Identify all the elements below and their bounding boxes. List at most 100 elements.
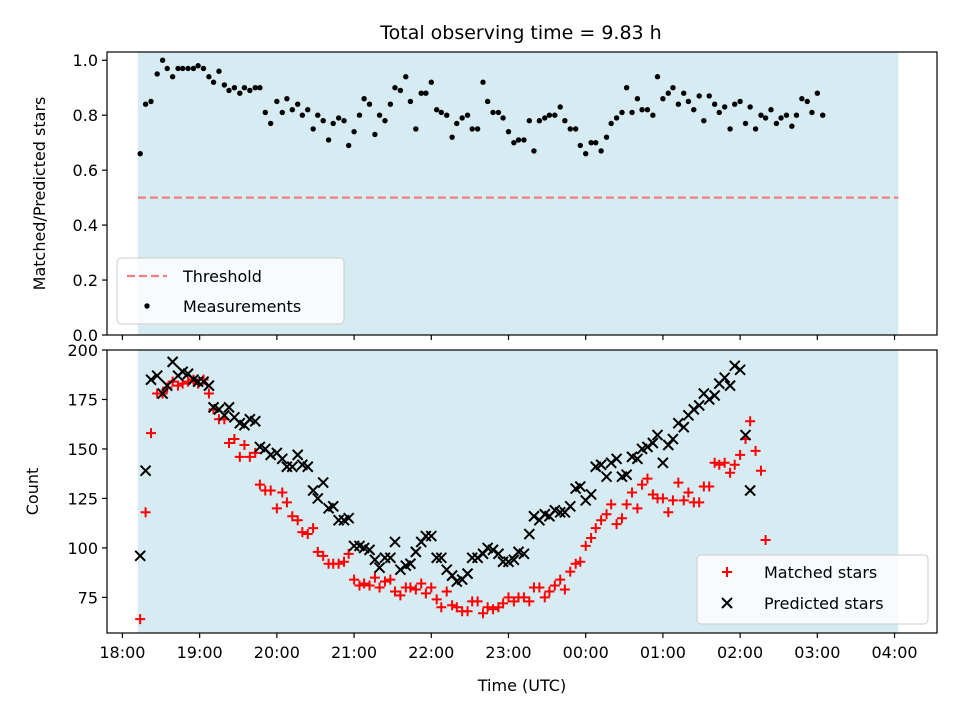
- measurement-point: [536, 117, 543, 124]
- predicted-star-point: [739, 429, 752, 441]
- measurement-point: [345, 142, 352, 149]
- matched-star-point: [601, 509, 612, 520]
- measurement-point: [747, 104, 753, 110]
- y-tick-label: 0.8: [73, 106, 98, 125]
- measurement-point: [444, 112, 450, 118]
- matched-star-point: [234, 451, 245, 462]
- measurement-point: [142, 101, 149, 107]
- predicted-star-point: [574, 480, 587, 493]
- predicted-star-point: [610, 453, 623, 465]
- measurement-point: [206, 74, 212, 80]
- predicted-star-point: [564, 500, 576, 513]
- matched-star-point: [559, 584, 570, 595]
- matched-star-point: [244, 451, 255, 462]
- x-tick-label: 23:00: [485, 643, 531, 662]
- measurement-point: [159, 57, 166, 63]
- measurement-point: [320, 117, 326, 124]
- predicted-star-point: [528, 510, 540, 522]
- matched-star-point: [534, 582, 545, 593]
- matched-star-point: [544, 586, 555, 597]
- matched-star-point: [385, 574, 396, 585]
- predicted-star-point: [718, 371, 731, 384]
- measurement-point: [721, 104, 728, 110]
- measurement-point: [289, 106, 296, 113]
- predicted-star-point: [595, 459, 607, 471]
- measurement-point: [330, 120, 336, 127]
- y-tick-label: 175: [67, 390, 98, 409]
- measurement-point: [341, 117, 347, 124]
- measurement-point: [480, 79, 486, 85]
- measurement-point: [598, 148, 604, 154]
- predicted-star-point: [651, 429, 664, 441]
- matched-star-point: [606, 499, 617, 510]
- y-tick-label: 75: [78, 588, 98, 607]
- matched-star-point: [292, 515, 303, 526]
- matched-star-point: [167, 376, 178, 387]
- y-tick-label: 100: [67, 539, 98, 558]
- matched-star-point: [229, 434, 240, 445]
- measurement-point: [247, 87, 253, 94]
- predicted-star-point: [688, 403, 700, 416]
- measurement-point: [793, 112, 800, 118]
- measurement-point: [274, 98, 280, 105]
- measurement-point: [403, 74, 409, 80]
- measurement-point: [521, 137, 527, 143]
- matched-star-point: [714, 459, 725, 470]
- y-tick-label: 125: [67, 489, 98, 508]
- measurement-point: [356, 112, 363, 118]
- predicted-star-point: [729, 360, 741, 372]
- measurement-point: [257, 85, 263, 91]
- predicted-star-point: [276, 453, 288, 465]
- series-x: [134, 356, 756, 588]
- predicted-star-point: [703, 393, 715, 406]
- predicted-star-point: [647, 437, 659, 449]
- measurement-point: [531, 148, 537, 154]
- matched-star-point: [318, 550, 329, 561]
- matched-star-point: [590, 523, 601, 534]
- predicted-star-point: [605, 457, 617, 469]
- x-tick-label: 04:00: [871, 643, 917, 662]
- x-tick-label: 19:00: [177, 643, 223, 662]
- predicted-star-point: [389, 536, 401, 548]
- x-tick-label: 00:00: [563, 643, 609, 662]
- predicted-star-point: [523, 528, 536, 540]
- matched-star-point: [441, 586, 452, 597]
- predicted-star-point: [518, 548, 530, 560]
- measurement-point: [696, 93, 702, 99]
- matched-star-point: [627, 487, 638, 498]
- measurement-point: [542, 115, 548, 121]
- matched-star-point: [503, 592, 514, 603]
- matched-star-point: [524, 596, 535, 607]
- predicted-star-point: [620, 468, 633, 481]
- matched-star-point: [281, 497, 292, 508]
- measurement-point: [603, 134, 610, 140]
- matched-star-point: [637, 479, 648, 490]
- matched-star-point: [539, 592, 550, 603]
- measurement-point: [299, 112, 306, 118]
- measurement-point: [305, 106, 311, 113]
- predicted-star-point: [508, 554, 520, 566]
- measurement-point: [670, 85, 676, 91]
- measurement-point: [701, 117, 707, 124]
- measurement-point: [335, 115, 342, 121]
- measurement-point: [762, 115, 769, 121]
- predicted-star-point: [384, 552, 397, 564]
- predicted-star-point: [631, 453, 644, 465]
- matched-star-point: [745, 416, 756, 427]
- matched-star-point: [277, 487, 288, 498]
- measurement-point: [231, 85, 238, 91]
- measurement-point: [505, 128, 512, 135]
- predicted-star-point: [394, 563, 407, 576]
- legend-box: [116, 257, 345, 325]
- matched-star-point: [349, 574, 360, 585]
- matched-star-point: [611, 519, 622, 530]
- matched-star-point: [735, 449, 746, 460]
- measurement-point: [148, 98, 154, 105]
- matched-star-point: [239, 439, 250, 450]
- y-tick-label: 0.2: [73, 271, 98, 290]
- predicted-star-point: [600, 470, 613, 483]
- matched-star-point: [265, 485, 276, 496]
- matched-star-point: [683, 487, 694, 498]
- matched-star-point: [518, 592, 529, 603]
